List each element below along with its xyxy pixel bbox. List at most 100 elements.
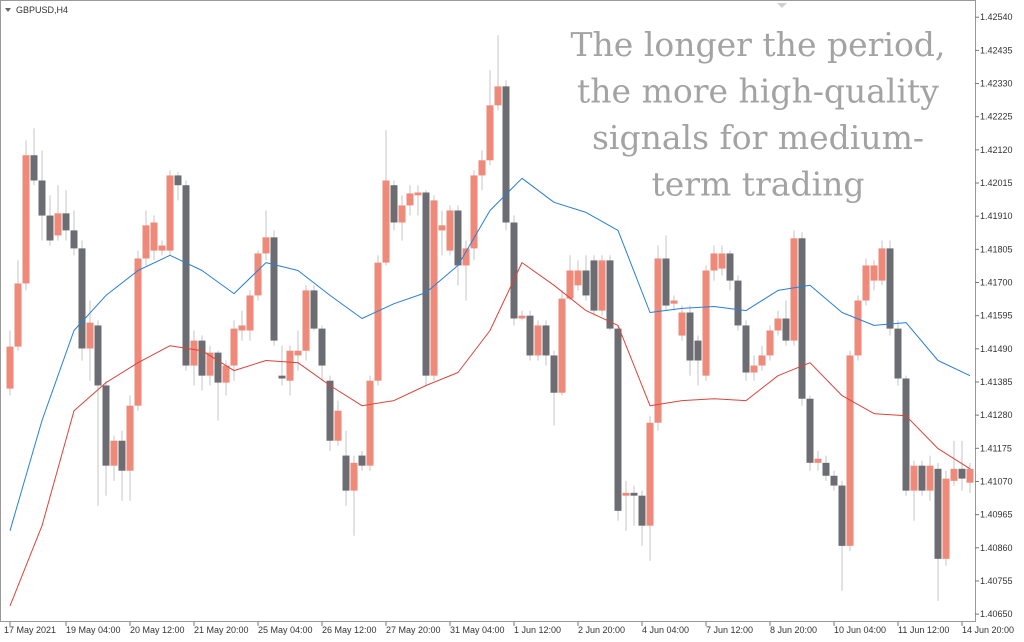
y-tick-label: 1.41175 bbox=[980, 443, 1012, 453]
candle-body bbox=[758, 355, 766, 366]
candle-body bbox=[454, 210, 462, 266]
candle-body bbox=[886, 248, 894, 329]
x-tick-label: 8 Jun 20:00 bbox=[770, 625, 817, 635]
annotation-line: term trading bbox=[651, 165, 864, 204]
candle-body bbox=[134, 258, 142, 406]
y-tick-label: 1.42225 bbox=[980, 112, 1013, 122]
candle-body bbox=[286, 350, 294, 381]
candle-body bbox=[54, 213, 62, 236]
moving-average-line bbox=[9, 177, 971, 531]
candle-body bbox=[726, 253, 734, 281]
y-tick-label: 1.40860 bbox=[980, 543, 1013, 553]
candle-body bbox=[574, 270, 582, 286]
candle-body bbox=[926, 465, 934, 491]
x-tick-label: 10 Jun 04:00 bbox=[834, 625, 886, 635]
candle-body bbox=[406, 193, 414, 206]
y-tick-label: 1.42435 bbox=[980, 45, 1013, 55]
candle-body bbox=[854, 300, 862, 356]
candle-body bbox=[246, 295, 254, 331]
candle-body bbox=[150, 222, 158, 251]
annotation: The longer the period, the more high-qual… bbox=[571, 25, 946, 204]
y-tick-label: 1.42540 bbox=[980, 12, 1013, 22]
candle-body bbox=[238, 325, 246, 331]
candle-body bbox=[910, 465, 918, 491]
candle-body bbox=[110, 440, 118, 466]
candle-body bbox=[438, 225, 446, 231]
candle-body bbox=[550, 355, 558, 393]
candle-body bbox=[446, 210, 454, 251]
x-tick-label: 19 May 04:00 bbox=[66, 625, 121, 635]
candle-body bbox=[494, 86, 502, 106]
x-tick-label: 2 Jun 20:00 bbox=[578, 625, 625, 635]
candle-body bbox=[694, 340, 702, 361]
x-tick-label: 21 May 20:00 bbox=[194, 625, 249, 635]
candle-body bbox=[518, 315, 526, 319]
candle-body bbox=[862, 265, 870, 301]
candle-body bbox=[878, 248, 886, 281]
candle-body bbox=[62, 213, 70, 231]
candle-body bbox=[38, 180, 46, 216]
candle-body bbox=[326, 380, 334, 441]
candle-body bbox=[102, 385, 110, 466]
candle-body bbox=[78, 248, 86, 349]
candle-body bbox=[782, 318, 790, 341]
candle-body bbox=[846, 355, 854, 546]
candle-body bbox=[350, 462, 358, 491]
candle-body bbox=[278, 375, 286, 379]
candle-body bbox=[630, 492, 638, 496]
candle-body bbox=[606, 260, 614, 329]
candle-body bbox=[182, 185, 190, 366]
candle-body bbox=[734, 280, 742, 326]
candle-body bbox=[190, 340, 198, 366]
candle-body bbox=[462, 248, 470, 266]
candle-body bbox=[614, 328, 622, 511]
moving-average-line bbox=[9, 262, 971, 607]
candle-body bbox=[46, 215, 54, 241]
candle-body bbox=[958, 468, 966, 479]
candle-body bbox=[966, 468, 974, 483]
candle-body bbox=[766, 330, 774, 356]
y-tick-label: 1.41700 bbox=[980, 277, 1013, 287]
candle-body bbox=[542, 325, 550, 356]
candle-body bbox=[86, 322, 94, 349]
candle-body bbox=[750, 365, 758, 373]
candle-body bbox=[262, 237, 270, 254]
candle-body bbox=[934, 468, 942, 559]
candle-body bbox=[206, 352, 214, 376]
plot-frame bbox=[0, 0, 976, 622]
candle-body bbox=[510, 222, 518, 319]
candle-body bbox=[678, 312, 686, 336]
y-tick-label: 1.42015 bbox=[980, 178, 1013, 188]
candle-body bbox=[806, 398, 814, 463]
candle-body bbox=[6, 346, 14, 389]
candle-body bbox=[398, 205, 406, 223]
candle-body bbox=[342, 455, 350, 491]
y-tick-label: 1.41595 bbox=[980, 311, 1013, 321]
candle-body bbox=[902, 378, 910, 491]
candle-body bbox=[390, 185, 398, 223]
candle-body bbox=[486, 105, 494, 161]
y-tick-label: 1.42330 bbox=[980, 79, 1013, 89]
candle-body bbox=[22, 155, 30, 284]
candle-body bbox=[814, 458, 822, 463]
candle-body bbox=[222, 365, 230, 383]
candle-body bbox=[30, 155, 38, 181]
candle-body bbox=[470, 175, 478, 249]
candle-body bbox=[70, 230, 78, 249]
candle-body bbox=[294, 350, 302, 356]
symbol-menu-icon[interactable] bbox=[5, 8, 11, 12]
y-tick-label: 1.41490 bbox=[980, 344, 1013, 354]
x-tick-label: 26 May 12:00 bbox=[322, 625, 377, 635]
candle-body bbox=[838, 485, 846, 546]
candle-body bbox=[422, 192, 430, 376]
candle-body bbox=[430, 200, 438, 376]
y-tick-label: 1.41280 bbox=[980, 410, 1013, 420]
candle-body bbox=[870, 265, 878, 281]
y-tick-label: 1.42120 bbox=[980, 145, 1013, 155]
candle-body bbox=[374, 262, 382, 381]
candle-body bbox=[646, 422, 654, 526]
candle-body bbox=[822, 462, 830, 476]
candle-body bbox=[302, 290, 310, 351]
